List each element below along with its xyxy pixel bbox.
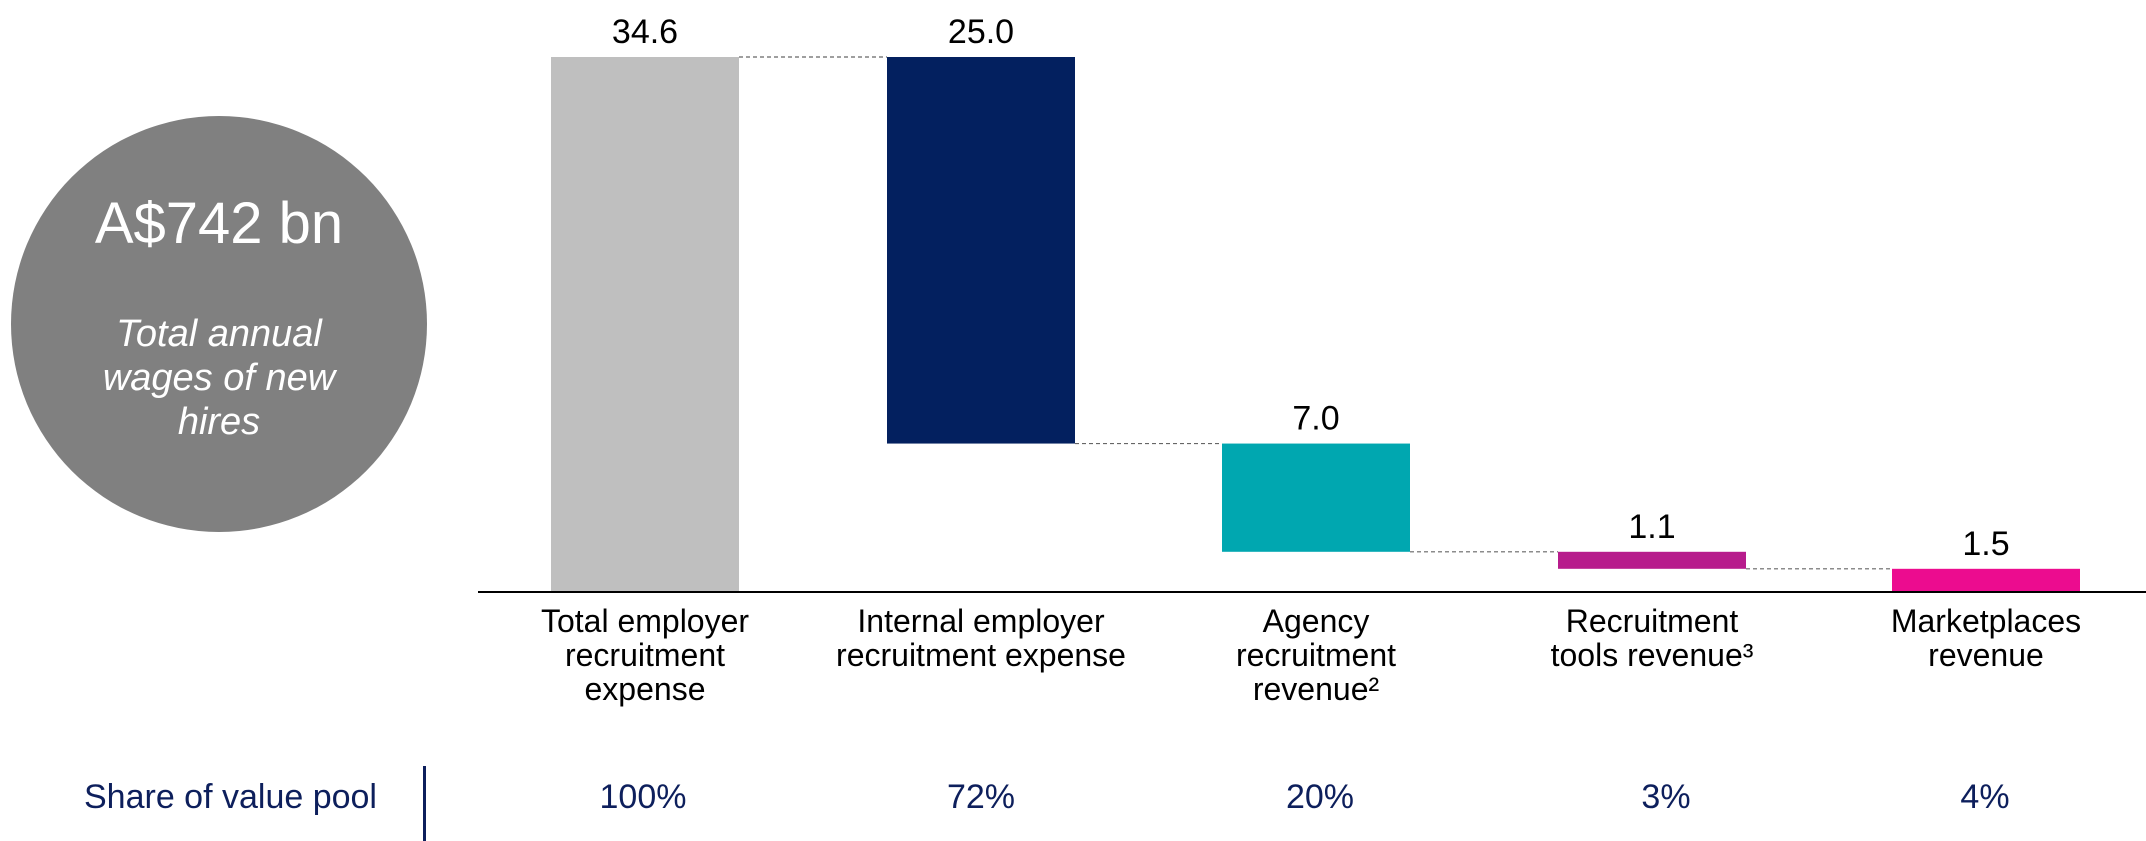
- category-label-recruitment: Recruitment tools revenue³: [1551, 603, 1754, 673]
- category-label-marketplaces: Marketplaces revenue: [1891, 603, 2081, 673]
- share-value-agency: 20%: [1285, 778, 1355, 816]
- data-label-3: 7.0: [1292, 400, 1339, 438]
- share-value-marketplaces: 4%: [1960, 778, 2010, 816]
- data-label-2: 25.0: [948, 13, 1014, 51]
- data-label-1: 34.6: [612, 13, 678, 51]
- bar-total-employer: [551, 57, 739, 592]
- data-label-4: 1.1: [1628, 508, 1675, 546]
- share-value-tools: 3%: [1641, 778, 1691, 816]
- total-wages-value: A$742 bn: [94, 191, 344, 256]
- bar-recruitment: [1558, 551, 1746, 569]
- share-value-total: 100%: [599, 778, 687, 816]
- total-wages-circle: A$742 bn Total annual wages of new hires: [11, 116, 427, 532]
- data-label-5: 1.5: [1962, 525, 2009, 563]
- share-row-divider: [423, 766, 426, 841]
- bar-marketplaces: [1892, 568, 2080, 592]
- category-label-internal-employer: Internal employer recruitment expense: [836, 603, 1126, 673]
- category-label-agency: Agency recruitment revenue²: [1236, 603, 1396, 707]
- total-wages-caption: Total annual wages of new hires: [102, 313, 336, 443]
- bar-agency: [1222, 443, 1410, 552]
- share-value-internal: 72%: [946, 778, 1016, 816]
- category-label-total-employer: Total employer recruitment expense: [541, 603, 749, 707]
- bar-internal-employer: [887, 57, 1075, 444]
- share-of-value-pool-label: Share of value pool: [84, 778, 377, 816]
